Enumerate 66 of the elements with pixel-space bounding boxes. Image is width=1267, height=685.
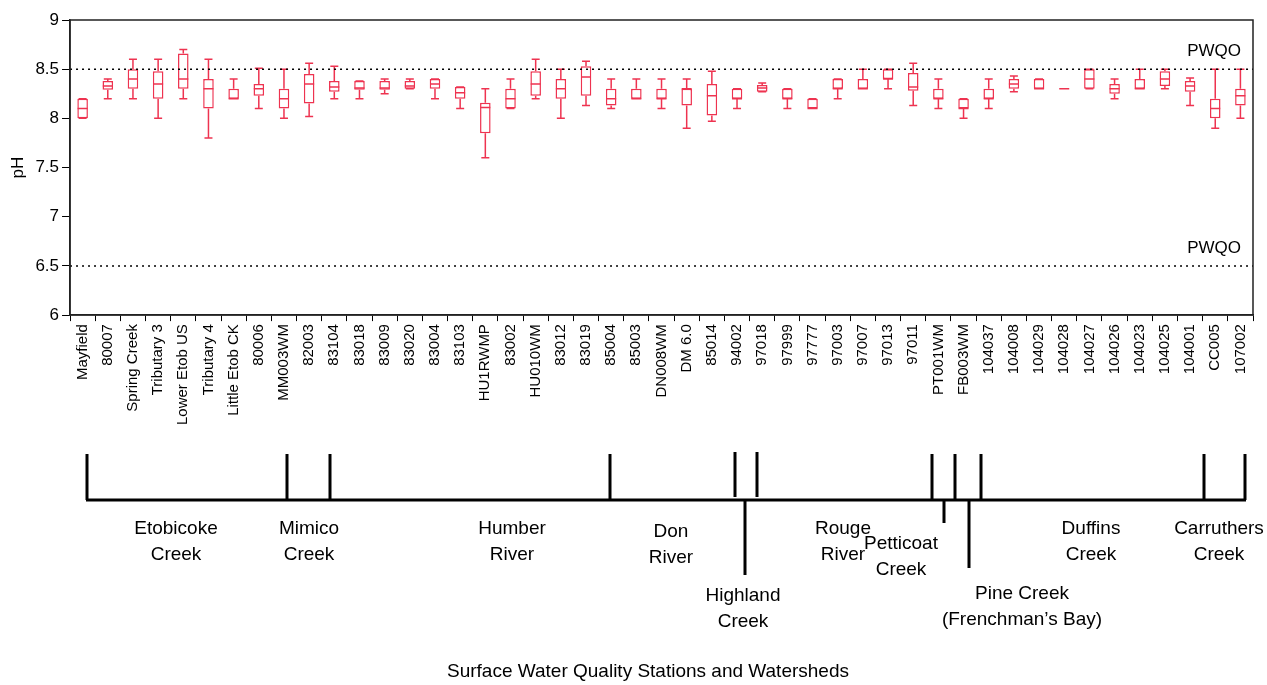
x-tick-label: 97011 xyxy=(903,324,921,365)
x-tick-label: FB003WM xyxy=(953,324,971,395)
x-tick-label: DN008WM xyxy=(651,324,669,398)
text: Highland Creek xyxy=(704,583,782,633)
x-tick-label: 97018 xyxy=(752,324,770,366)
text: Don River xyxy=(647,519,695,569)
y-tick-label: 7 xyxy=(49,206,60,226)
y-tick-label: 8.5 xyxy=(35,58,60,78)
x-tick-label: 94002 xyxy=(727,324,745,366)
x-tick-label: 104029 xyxy=(1029,324,1047,375)
ref-line-label: PWQO xyxy=(1187,238,1241,258)
x-tick-label: 104025 xyxy=(1155,324,1173,375)
y-tick-label: 6.5 xyxy=(35,255,60,275)
x-tick-label: 80006 xyxy=(248,324,266,366)
x-tick-label: 83019 xyxy=(576,324,594,366)
y-tick-label: 6 xyxy=(49,304,60,324)
x-tick-label: 83104 xyxy=(324,324,342,366)
x-tick-label: 82003 xyxy=(299,324,317,366)
x-tick-label: Tributary 4 xyxy=(198,324,216,396)
x-tick-label: 83009 xyxy=(374,324,392,366)
x-tick-label: 104026 xyxy=(1104,324,1122,375)
x-tick-label: 97003 xyxy=(827,324,845,366)
x-tick-label: MM003WM xyxy=(274,324,292,401)
ref-line-label: PWQO xyxy=(1187,41,1241,61)
x-tick-label: 83002 xyxy=(500,324,518,366)
x-tick-label: PT001WM xyxy=(928,324,946,395)
x-tick-label: 97013 xyxy=(878,324,896,366)
text: Mimico Creek xyxy=(277,516,341,566)
x-tick-label: 104027 xyxy=(1079,324,1097,375)
x-tick-label: 85014 xyxy=(702,324,719,366)
y-axis-title: pH xyxy=(7,156,27,179)
y-tick-label: 9 xyxy=(49,9,60,29)
x-tick-label: Tributary 3 xyxy=(148,324,166,396)
x-tick-label: 97007 xyxy=(853,324,871,366)
x-tick-label: Little Etob CK xyxy=(223,324,241,416)
x-tick-label: Spring Creek xyxy=(123,323,141,412)
text: Carruthers Creek xyxy=(1173,516,1265,566)
x-tick-label: 97777 xyxy=(802,324,820,366)
x-tick-label: 83012 xyxy=(550,324,568,366)
x-tick-label: 104028 xyxy=(1054,324,1072,375)
x-tick-label: 83004 xyxy=(425,324,443,366)
text: Pine Creek (Frenchman’s Bay) xyxy=(940,581,1104,631)
x-tick-label: 104008 xyxy=(1004,324,1022,375)
x-tick-label: 104037 xyxy=(978,324,996,375)
text: Surface Water Quality Stations and Watersheds xyxy=(446,659,850,683)
x-tick-label: HU010WM xyxy=(525,324,543,398)
x-tick-label: 85004 xyxy=(601,324,619,366)
x-tick-label: 80007 xyxy=(97,324,115,366)
text: Duffins Creek xyxy=(1060,516,1122,566)
text: Etobicoke Creek xyxy=(133,516,219,566)
x-tick-label: 104001 xyxy=(1180,324,1198,375)
y-tick-label: 8 xyxy=(49,108,60,128)
x-tick-label: Mayfield xyxy=(72,324,90,380)
x-tick-label: Lower Etob US xyxy=(173,324,191,426)
x-tick-label: 107002 xyxy=(1230,324,1248,375)
x-tick-label: CC005 xyxy=(1205,324,1223,371)
x-tick-label: 104023 xyxy=(1129,324,1147,375)
x-tick-label: 85003 xyxy=(626,324,644,366)
x-tick-label: 83018 xyxy=(349,324,367,366)
x-tick-label: HU1RWMP xyxy=(475,324,493,402)
x-tick-label: 97999 xyxy=(777,324,795,366)
x-tick-label: 83103 xyxy=(450,324,468,366)
y-tick-label: 7.5 xyxy=(35,157,60,177)
x-tick-label: DM 6.0 xyxy=(676,324,694,373)
x-tick-label: 83020 xyxy=(399,324,417,366)
text: Humber River xyxy=(477,516,547,566)
